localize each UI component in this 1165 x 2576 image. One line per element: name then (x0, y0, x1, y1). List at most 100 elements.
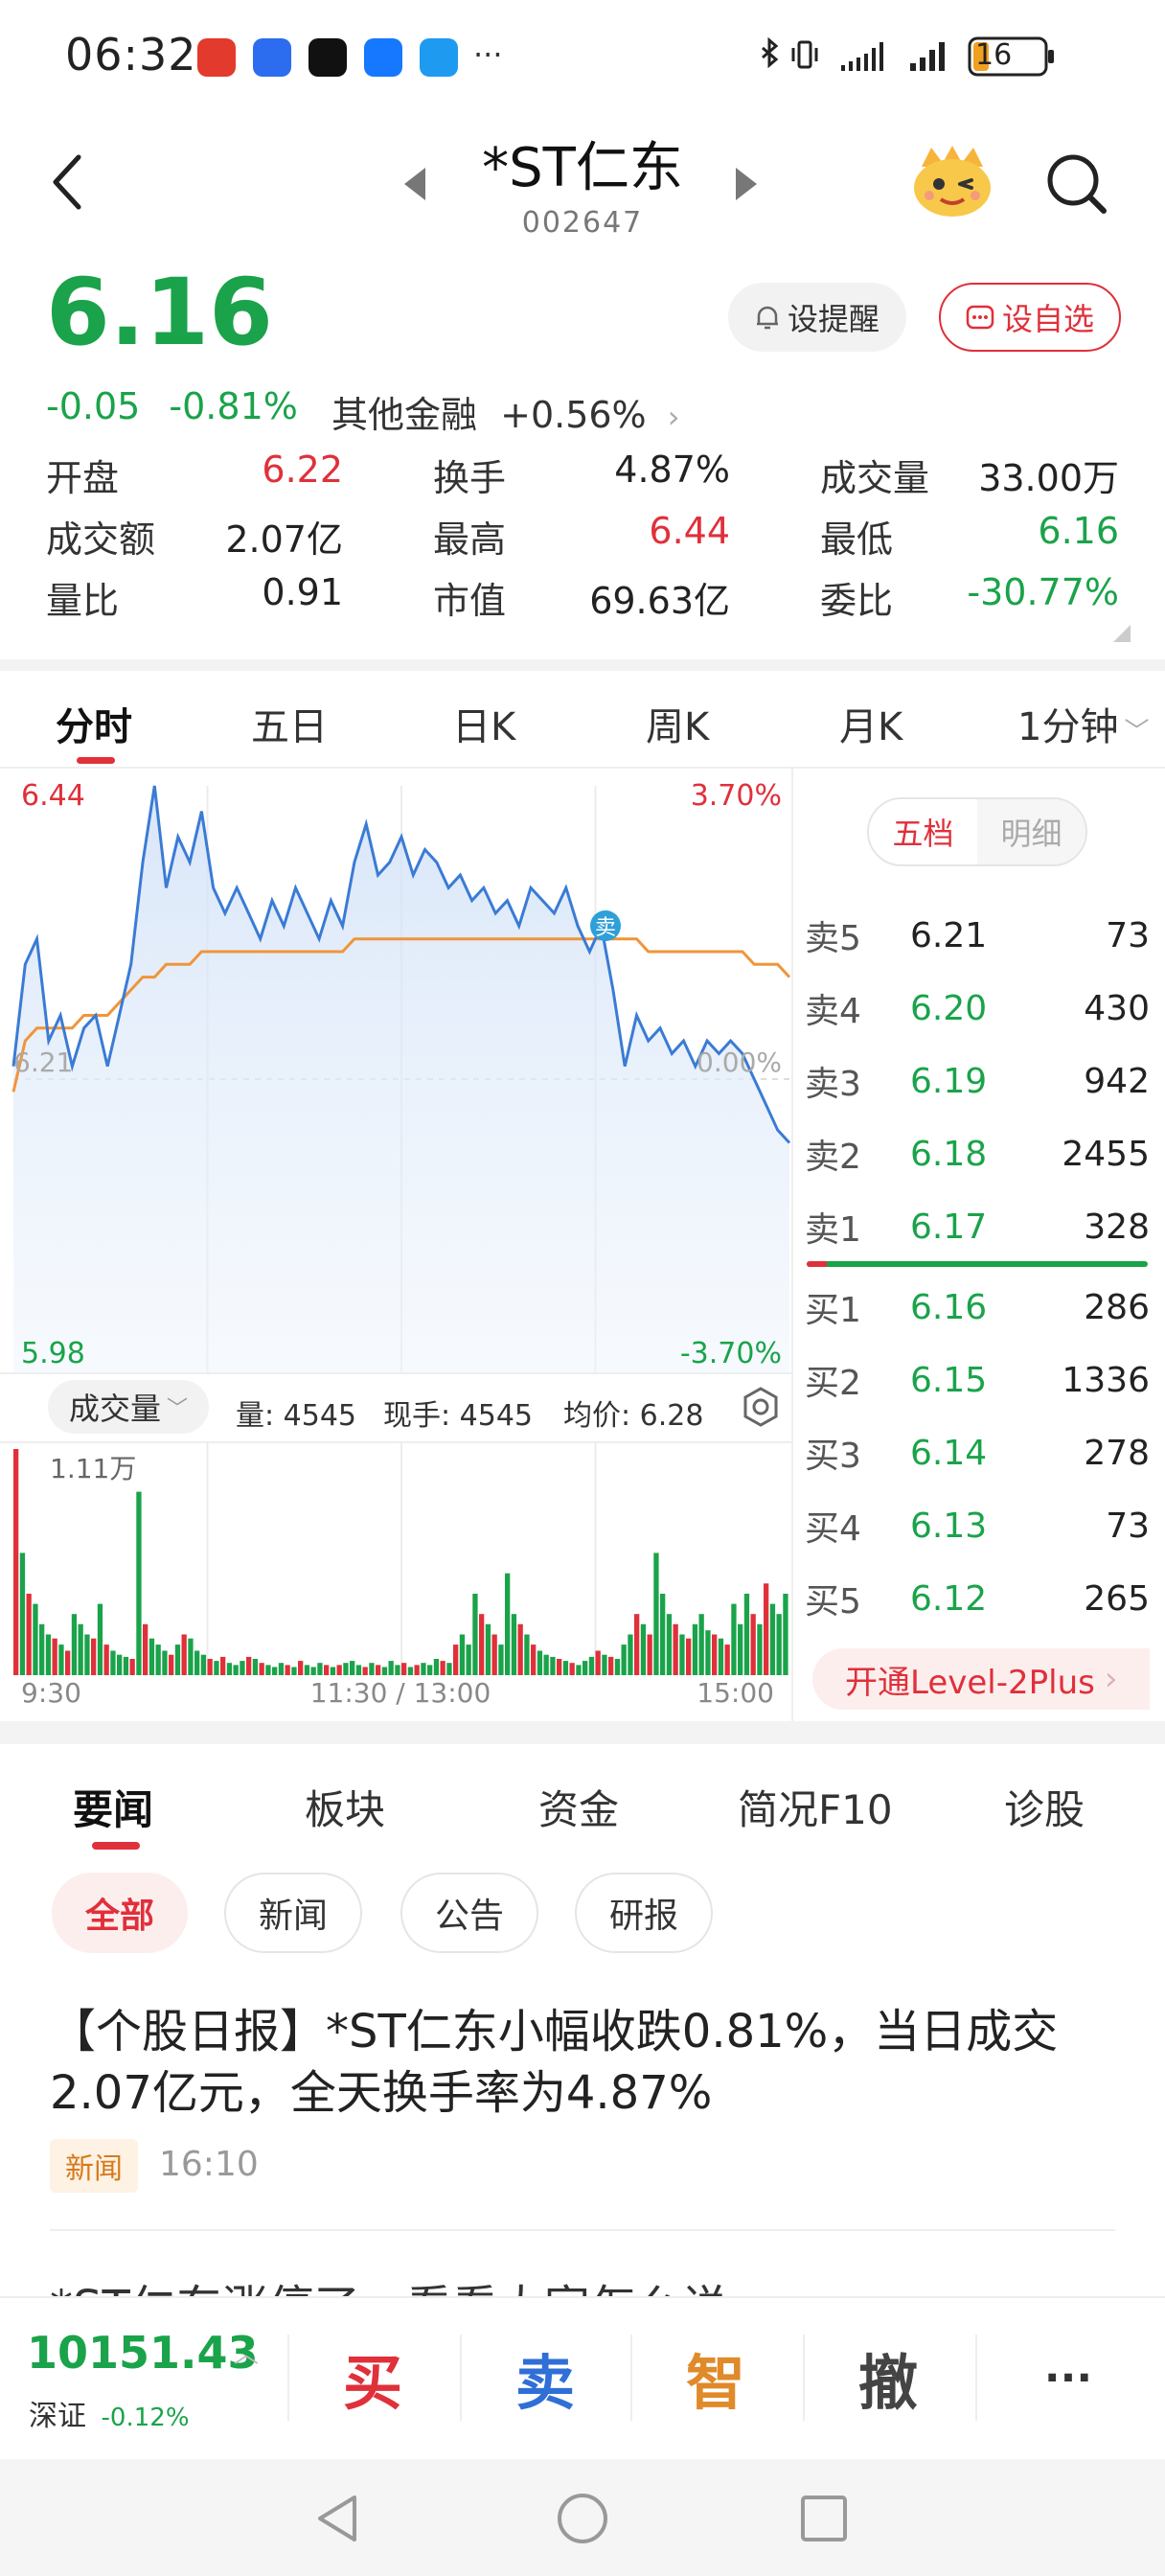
intraday-chart[interactable]: 卖 6.44 6.21 5.98 3.70% 0.00% -3.70% (0, 767, 795, 1380)
volume-bar (110, 1650, 116, 1675)
volume-bar (634, 1614, 640, 1675)
stat-value: 69.63亿 (589, 580, 730, 622)
settings-icon[interactable] (740, 1386, 782, 1432)
more-button[interactable]: ··· (1043, 2353, 1093, 2403)
volume-bar (226, 1663, 233, 1675)
back-icon[interactable] (48, 153, 86, 211)
volume-bar (750, 1614, 756, 1675)
search-icon[interactable] (1044, 151, 1109, 217)
buy-button[interactable]: 买 (342, 2348, 402, 2418)
volume-bar (698, 1614, 704, 1675)
nav-back-icon[interactable] (308, 2490, 366, 2551)
ask-level-row[interactable]: 卖4 6.20 430 (805, 979, 1150, 1037)
sector-link[interactable]: 其他金融 +0.56% › (331, 385, 680, 438)
volume-bar (45, 1634, 52, 1675)
chip-announcements[interactable]: 公告 (400, 1873, 538, 1953)
volume-bar (666, 1614, 673, 1675)
volume-bar (143, 1623, 148, 1675)
tab-one-minute[interactable]: 1分钟 ﹀ (1017, 705, 1150, 749)
volume-bar (472, 1594, 478, 1675)
status-time: 06:32 (65, 29, 197, 80)
tab-five-levels[interactable]: 五档 (869, 799, 977, 864)
stock-code: 002647 (521, 206, 644, 240)
ask-level-row[interactable]: 卖1 6.17 328 (805, 1198, 1150, 1255)
tab-daily-k[interactable]: 日K (452, 705, 516, 749)
tab-diagnosis[interactable]: 诊股 (1004, 1786, 1085, 1833)
smart-button[interactable]: 智 (685, 2348, 745, 2418)
section-divider (0, 659, 1165, 671)
prev-stock-icon[interactable] (404, 168, 425, 200)
volume-qty: 量: 4545 (236, 1399, 356, 1433)
ask-level-row[interactable]: 卖5 6.21 73 (805, 907, 1150, 964)
volume-bar (608, 1656, 614, 1675)
tab-funds[interactable]: 资金 (538, 1786, 620, 1833)
mascot-icon[interactable] (910, 144, 994, 218)
volume-chart[interactable]: 1.11万 9:30 11:30 / 13:00 15:00 (0, 1441, 795, 1721)
news-headline[interactable]: 【个股日报】*ST仁东小幅收跌0.81%，当日成交2.07亿元，全天换手率为4.… (50, 2005, 1059, 2120)
volume-bar (97, 1603, 103, 1675)
volume-bar (576, 1665, 582, 1675)
volume-bar (78, 1623, 83, 1675)
tiktok-icon (308, 38, 347, 77)
volume-bar (123, 1656, 129, 1675)
ask-level-row[interactable]: 卖3 6.19 942 (805, 1052, 1150, 1110)
expand-corner-icon[interactable] (1113, 625, 1131, 642)
volume-bar (84, 1634, 90, 1675)
bid-level-row[interactable]: 买2 6.15 1336 (805, 1351, 1150, 1409)
tab-sector[interactable]: 板块 (305, 1786, 386, 1833)
news-headline-2[interactable]: *ST仁东涨停了，看看大家怎么说 (50, 2269, 1123, 2298)
volume-bar (162, 1650, 168, 1675)
volume-bar (407, 1667, 414, 1675)
add-watchlist-button[interactable]: 设自选 (939, 283, 1121, 352)
tab-intraday[interactable]: 分时 (56, 705, 132, 749)
bid-level-row[interactable]: 买3 6.14 278 (805, 1424, 1150, 1482)
average-price-line (11, 937, 791, 1092)
chip-research[interactable]: 研报 (575, 1873, 713, 1953)
ask-level-row[interactable]: 卖2 6.18 2455 (805, 1125, 1150, 1183)
volume-indicator-select[interactable]: 成交量 ﹀ (48, 1380, 209, 1434)
tab-news[interactable]: 要闻 (73, 1786, 154, 1833)
level-volume: 328 (1084, 1207, 1150, 1247)
level-volume: 278 (1084, 1433, 1150, 1473)
set-reminder-button[interactable]: 设提醒 (728, 283, 906, 352)
sell-marker[interactable]: 卖 (590, 910, 621, 941)
volume-bar (769, 1603, 776, 1675)
volume-bar (562, 1661, 569, 1675)
volume-bar (764, 1583, 769, 1675)
chip-all[interactable]: 全部 (52, 1873, 188, 1953)
trade-bar (0, 2296, 1165, 2459)
tab-details[interactable]: 明细 (977, 799, 1085, 864)
tab-underline (92, 1842, 140, 1850)
volume-bar (783, 1594, 788, 1675)
chip-news[interactable]: 新闻 (224, 1873, 362, 1953)
tab-f10[interactable]: 简况F10 (738, 1786, 893, 1833)
y-low-label: 5.98 (21, 1337, 85, 1370)
nav-home-icon[interactable] (554, 2490, 611, 2551)
volume-bar (485, 1623, 491, 1675)
chevron-up-icon[interactable]: ︿ (234, 2340, 260, 2369)
stat-label: 成交额 (46, 518, 156, 561)
volume-bar (446, 1663, 452, 1675)
next-stock-icon[interactable] (736, 168, 757, 200)
tab-weekly-k[interactable]: 周K (646, 705, 710, 749)
index-value[interactable]: 10151.43 (27, 2327, 259, 2379)
cancel-order-button[interactable]: 撤 (857, 2348, 918, 2418)
bid-level-row[interactable]: 买1 6.16 286 (805, 1278, 1150, 1336)
pct-low-label: -3.70% (680, 1337, 782, 1370)
tab-monthly-k[interactable]: 月K (839, 705, 903, 749)
nav-recents-icon[interactable] (797, 2492, 851, 2549)
volume-bar (524, 1634, 530, 1675)
sell-button[interactable]: 卖 (514, 2348, 575, 2418)
open-level2-button[interactable]: 开通Level-2Plus › (812, 1648, 1150, 1710)
bid-level-row[interactable]: 买4 6.13 73 (805, 1497, 1150, 1554)
level-volume: 73 (1106, 1506, 1150, 1546)
volume-bar (421, 1663, 426, 1675)
tab-five-day[interactable]: 五日 (251, 705, 328, 749)
level-price: 6.15 (910, 1360, 988, 1400)
volume-bar (440, 1661, 445, 1675)
volume-bar (569, 1663, 575, 1675)
bid-level-row[interactable]: 买5 6.12 265 (805, 1570, 1150, 1627)
index-label: 深证 -0.12% (29, 2400, 190, 2433)
volume-bar (491, 1634, 497, 1675)
y-high-label: 6.44 (21, 779, 85, 813)
